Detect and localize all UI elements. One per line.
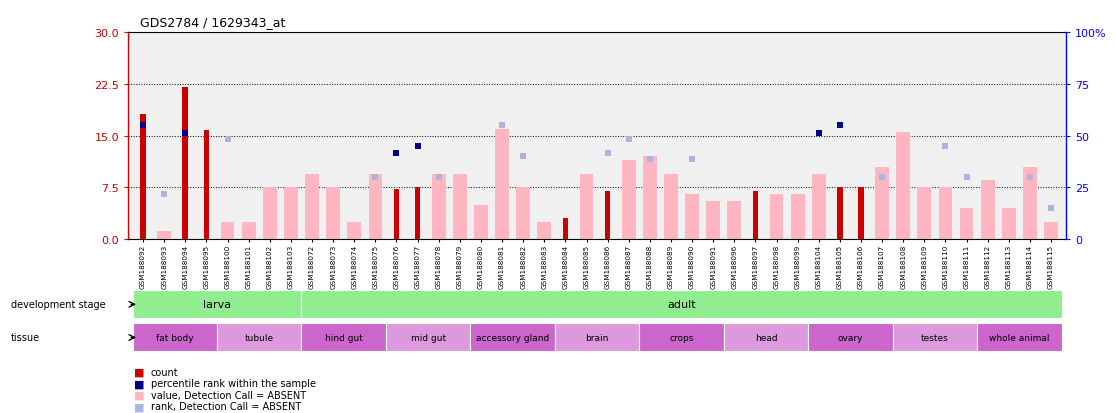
Text: value, Detection Call = ABSENT: value, Detection Call = ABSENT bbox=[151, 390, 306, 400]
Text: count: count bbox=[151, 367, 179, 377]
Text: ■: ■ bbox=[134, 367, 144, 377]
Bar bbox=[305, 174, 319, 240]
Bar bbox=[203, 131, 210, 240]
Bar bbox=[301, 324, 386, 351]
Text: tissue: tissue bbox=[11, 332, 40, 343]
Bar bbox=[960, 209, 973, 240]
Bar bbox=[301, 291, 1061, 318]
Bar bbox=[622, 160, 636, 240]
Bar bbox=[285, 188, 298, 240]
Text: tubule: tubule bbox=[244, 333, 273, 342]
Bar bbox=[808, 324, 893, 351]
Text: ovary: ovary bbox=[838, 333, 863, 342]
Bar bbox=[605, 191, 610, 240]
Bar bbox=[415, 188, 421, 240]
Bar bbox=[893, 324, 978, 351]
Bar bbox=[728, 202, 741, 240]
Bar bbox=[1023, 167, 1037, 240]
Bar bbox=[664, 174, 677, 240]
Bar bbox=[875, 167, 889, 240]
Text: rank, Detection Call = ABSENT: rank, Detection Call = ABSENT bbox=[151, 401, 301, 411]
Bar bbox=[517, 188, 530, 240]
Text: ■: ■ bbox=[134, 390, 144, 400]
Text: larva: larva bbox=[203, 299, 231, 310]
Bar bbox=[1045, 222, 1058, 240]
Text: ■: ■ bbox=[134, 378, 144, 388]
Text: head: head bbox=[754, 333, 777, 342]
Bar bbox=[837, 188, 843, 240]
Bar bbox=[896, 133, 910, 240]
Bar bbox=[579, 174, 594, 240]
Text: percentile rank within the sample: percentile rank within the sample bbox=[151, 378, 316, 388]
Bar bbox=[538, 222, 551, 240]
Bar bbox=[386, 324, 470, 351]
Bar bbox=[917, 188, 931, 240]
Bar bbox=[221, 222, 234, 240]
Bar bbox=[432, 174, 445, 240]
Bar bbox=[724, 324, 808, 351]
Bar bbox=[978, 324, 1061, 351]
Bar bbox=[1002, 209, 1016, 240]
Bar bbox=[858, 188, 864, 240]
Bar bbox=[811, 174, 826, 240]
Bar bbox=[706, 202, 720, 240]
Bar bbox=[217, 324, 301, 351]
Bar bbox=[242, 222, 256, 240]
Text: accessory gland: accessory gland bbox=[477, 333, 549, 342]
Text: development stage: development stage bbox=[11, 299, 106, 310]
Text: mid gut: mid gut bbox=[411, 333, 445, 342]
Bar bbox=[752, 191, 758, 240]
Bar bbox=[639, 324, 724, 351]
Text: brain: brain bbox=[586, 333, 608, 342]
Bar bbox=[182, 88, 189, 240]
Bar bbox=[770, 195, 783, 240]
Bar bbox=[368, 174, 382, 240]
Text: testes: testes bbox=[921, 333, 949, 342]
Bar bbox=[263, 188, 277, 240]
Bar bbox=[133, 324, 217, 351]
Text: GDS2784 / 1629343_at: GDS2784 / 1629343_at bbox=[140, 16, 285, 29]
Bar bbox=[685, 195, 699, 240]
Bar bbox=[474, 205, 488, 240]
Text: adult: adult bbox=[667, 299, 696, 310]
Text: whole animal: whole animal bbox=[989, 333, 1049, 342]
Bar bbox=[141, 114, 146, 240]
Bar bbox=[394, 190, 400, 240]
Bar bbox=[981, 181, 994, 240]
Bar bbox=[496, 129, 509, 240]
Bar bbox=[133, 291, 301, 318]
Bar bbox=[347, 222, 362, 240]
Text: hind gut: hind gut bbox=[325, 333, 363, 342]
Bar bbox=[791, 195, 805, 240]
Bar bbox=[555, 324, 639, 351]
Bar bbox=[562, 219, 568, 240]
Bar bbox=[453, 174, 466, 240]
Bar bbox=[470, 324, 555, 351]
Bar bbox=[643, 157, 656, 240]
Bar bbox=[939, 188, 952, 240]
Text: ■: ■ bbox=[134, 401, 144, 411]
Text: crops: crops bbox=[670, 333, 694, 342]
Bar bbox=[157, 231, 171, 240]
Text: fat body: fat body bbox=[156, 333, 193, 342]
Bar bbox=[326, 188, 340, 240]
